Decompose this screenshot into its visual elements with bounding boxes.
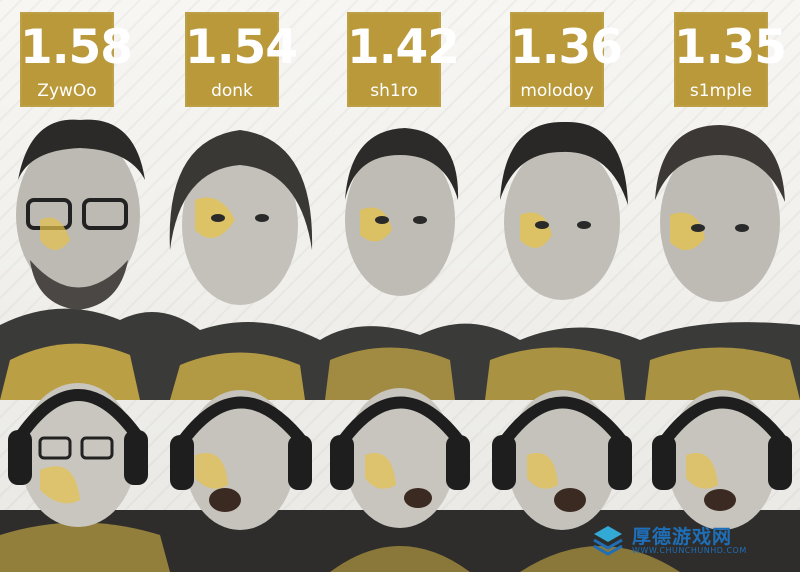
player-name: donk (211, 81, 253, 101)
watermark-url: WWW.CHUNCHUNHD.COM (632, 546, 747, 555)
player-name: ZywOo (37, 81, 97, 101)
rating-tile-s1mple: 1.35 s1mple (674, 12, 787, 107)
rating-value: 1.42 (347, 20, 460, 75)
watermark-logo-icon (593, 526, 623, 556)
portrait-sh1ro (345, 128, 459, 296)
headset-portrait-5 (652, 390, 792, 530)
rating-tile-donk: 1.54 donk (185, 12, 298, 107)
portrait-s1mple (655, 125, 785, 302)
portrait-donk (169, 130, 313, 305)
rating-tile-sh1ro: 1.42 sh1ro (347, 12, 460, 107)
rating-value: 1.58 (20, 20, 133, 75)
watermark-title: 厚德游戏网 (632, 526, 733, 548)
portrait-zywoo (16, 119, 145, 310)
rating-value: 1.36 (510, 20, 623, 75)
headset-portrait-2 (170, 390, 312, 530)
portrait-row-bottom (0, 360, 800, 572)
player-name: s1mple (689, 81, 753, 101)
player-name: molodoy (520, 81, 594, 101)
site-watermark: 厚德游戏网 WWW.CHUNCHUNHD.COM (592, 520, 782, 562)
portrait-row-top (0, 110, 800, 400)
portrait-molodoy (500, 121, 628, 300)
rating-value: 1.54 (185, 20, 298, 75)
rating-tile-zywoo: 1.58 ZywOo (20, 12, 133, 107)
rating-value: 1.35 (674, 20, 787, 75)
headset-portrait-1 (8, 383, 148, 527)
player-name: sh1ro (370, 81, 418, 101)
headset-portrait-3 (330, 388, 470, 528)
rating-tile-molodoy: 1.36 molodoy (510, 12, 623, 107)
headset-portrait-4 (492, 390, 632, 530)
